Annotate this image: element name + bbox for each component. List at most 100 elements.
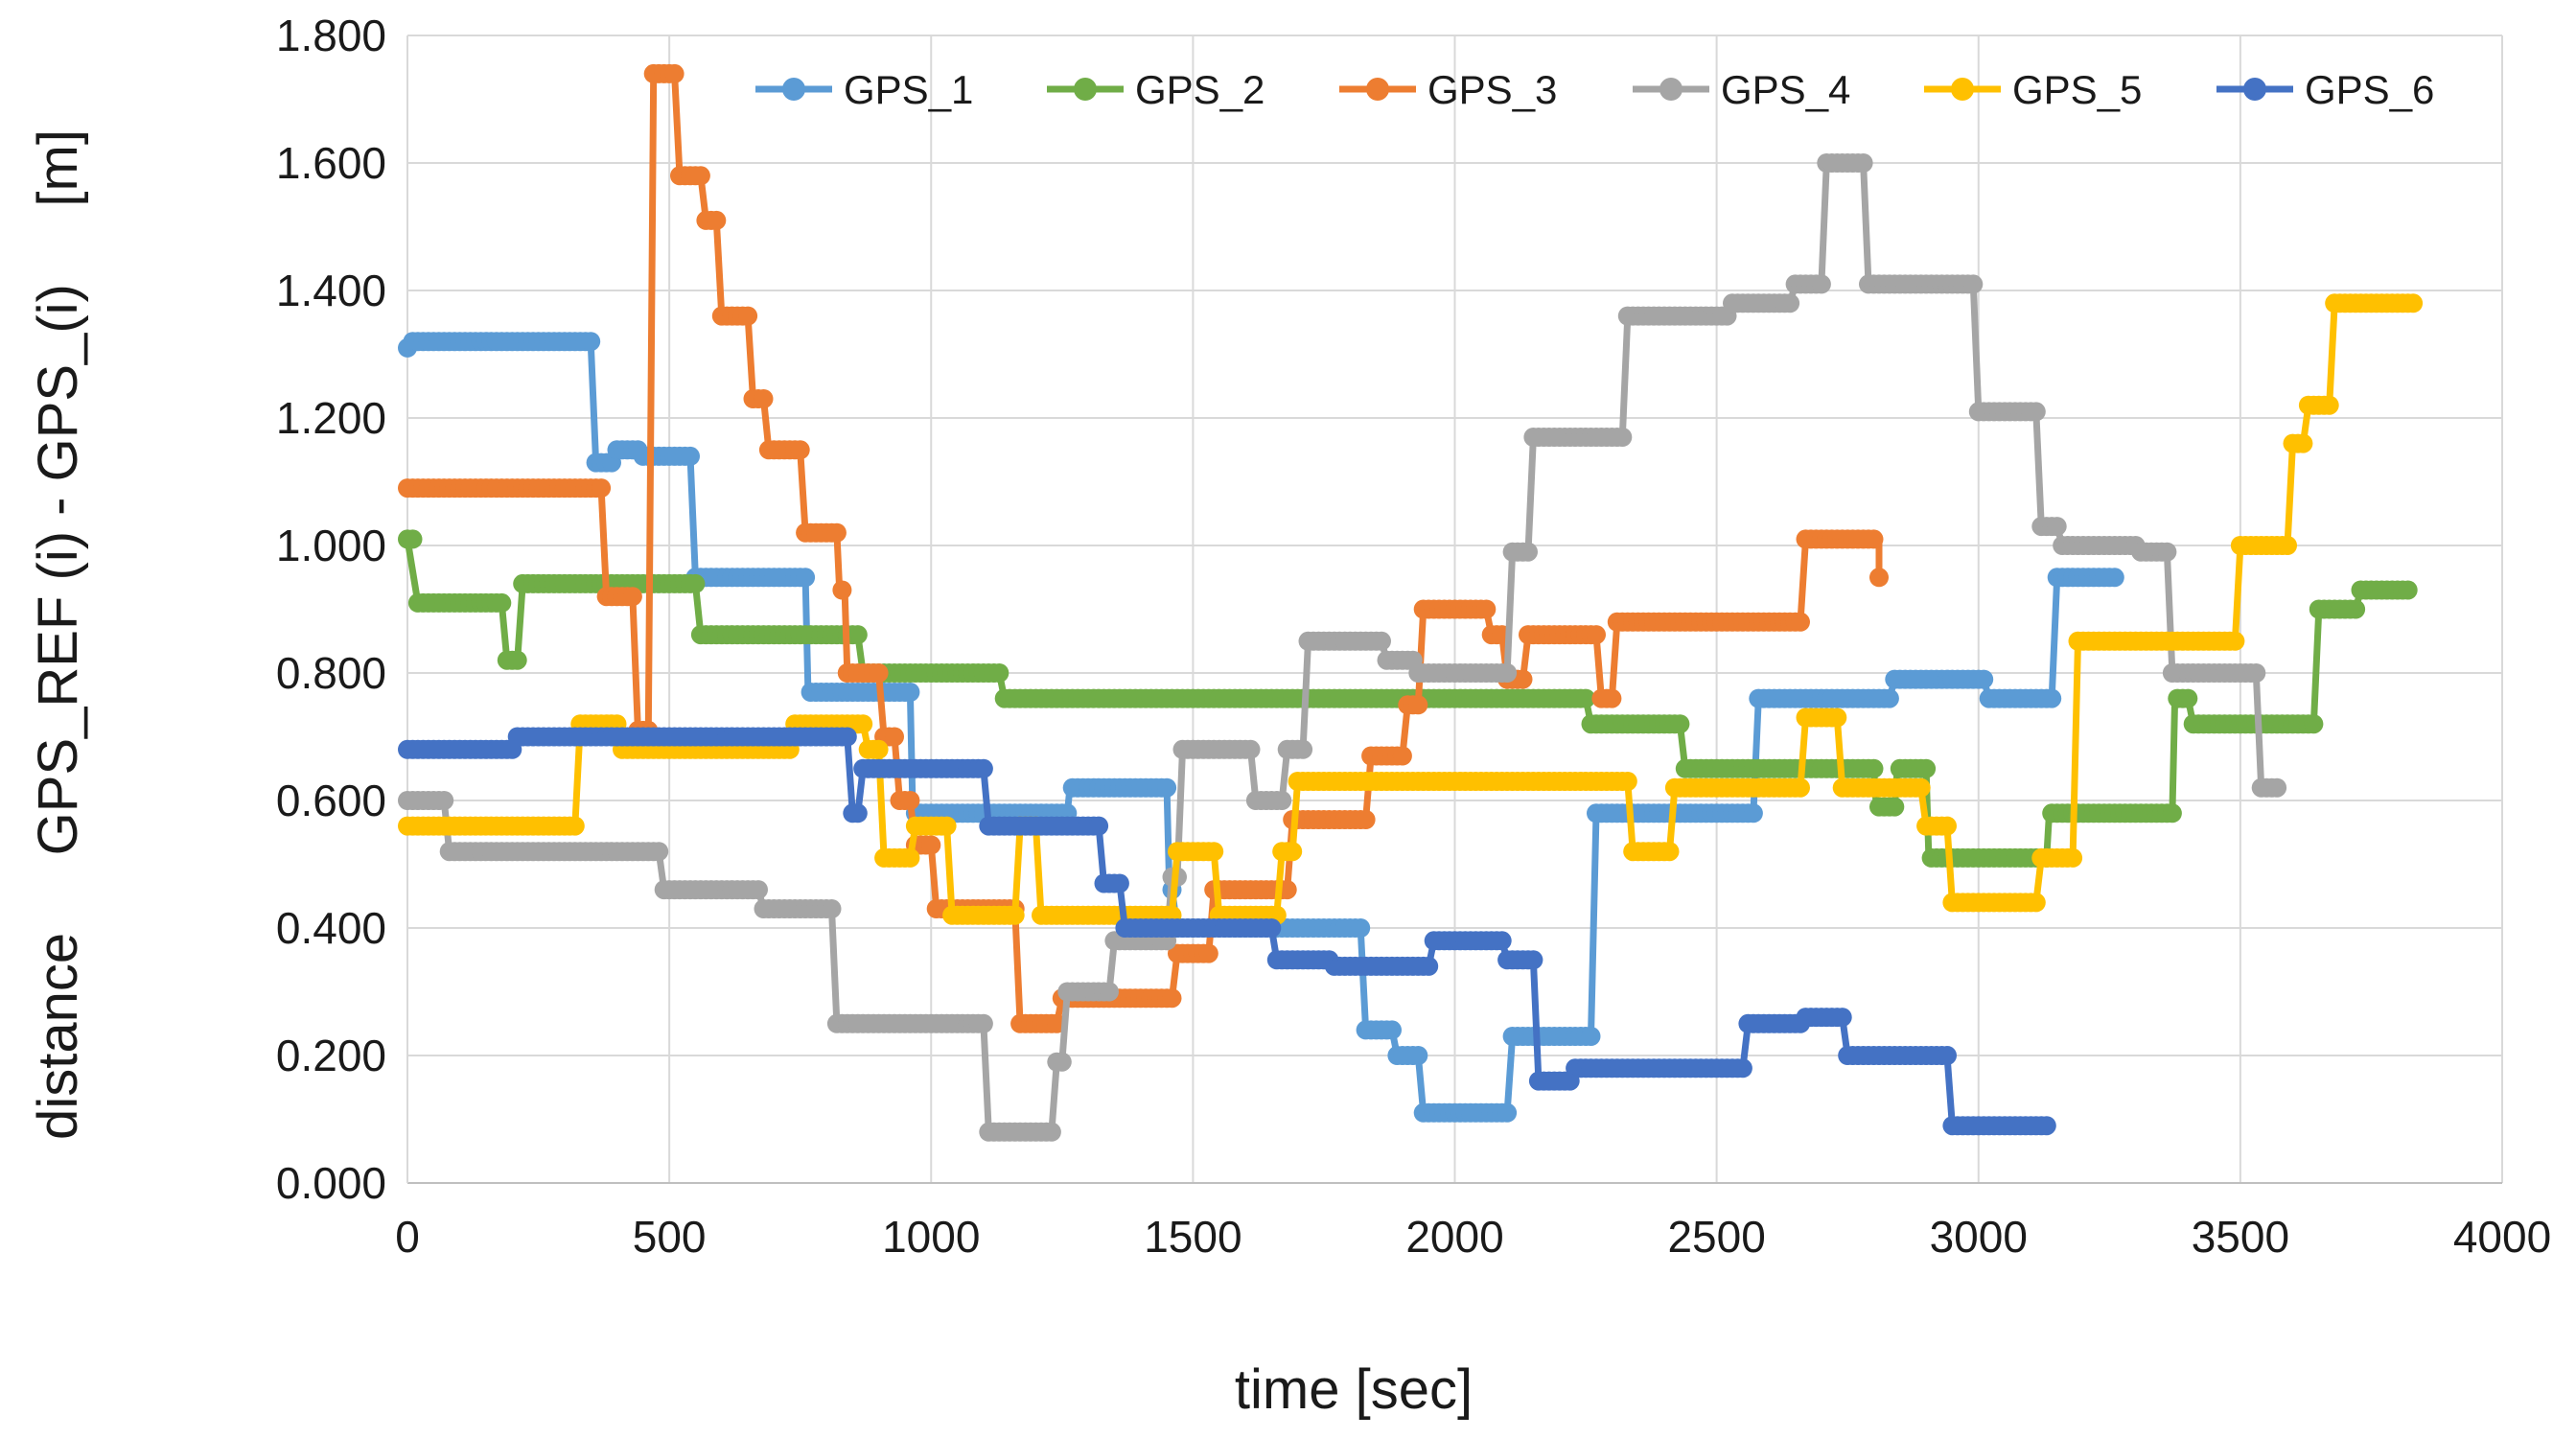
y-tick-label: 0.600	[276, 776, 386, 825]
data-point	[937, 816, 957, 836]
axes	[406, 35, 2502, 1184]
data-point	[1157, 777, 1177, 798]
data-point	[1492, 931, 1512, 951]
series-line-gps-5	[404, 299, 2417, 919]
data-point	[2304, 714, 2324, 734]
data-point	[434, 791, 454, 810]
data-point	[749, 880, 768, 900]
data-point	[1241, 739, 1261, 759]
y-tick-label: 0.400	[276, 903, 386, 953]
data-point	[1587, 625, 1606, 645]
data-point	[1832, 1008, 1852, 1028]
legend-label: GPS_5	[2012, 67, 2142, 112]
data-point	[1602, 688, 1622, 708]
data-point	[1938, 816, 1957, 836]
data-point	[900, 847, 920, 868]
data-point	[2047, 517, 2067, 537]
data-point	[1382, 1020, 1402, 1040]
data-point	[790, 440, 810, 460]
data-point	[1974, 669, 1994, 689]
data-point	[2162, 803, 2182, 823]
data-point	[1617, 772, 1637, 791]
data-point	[847, 803, 868, 823]
y-axis-title: distance GPS_REF (i) - GPS_(i) [m]	[27, 129, 89, 1140]
data-point	[738, 306, 758, 326]
data-point	[989, 663, 1010, 683]
legend-swatch-marker	[1074, 78, 1097, 101]
data-point	[2178, 688, 2198, 708]
y-tick-label: 1.600	[276, 138, 386, 188]
legend-swatch-marker	[2243, 78, 2266, 101]
y-tick-label: 1.800	[276, 11, 386, 60]
data-point	[853, 714, 873, 734]
data-point	[1356, 810, 1376, 829]
series-line-gps-3	[404, 70, 1883, 1028]
data-point	[1811, 274, 1831, 294]
series-markers-gps-2	[398, 529, 2418, 868]
data-point	[2104, 568, 2124, 588]
data-point	[900, 683, 920, 702]
y-tick-label: 0.800	[276, 648, 386, 698]
series-gps-5	[398, 293, 2424, 925]
x-tick-label: 3000	[1930, 1212, 2028, 1262]
data-point	[1497, 1102, 1518, 1123]
data-point	[826, 522, 847, 543]
data-point	[664, 63, 685, 83]
series-gps-2	[398, 529, 2418, 868]
data-point	[507, 650, 527, 670]
data-point	[1109, 873, 1129, 893]
data-point	[2026, 893, 2046, 913]
y-tick-label: 0.200	[276, 1031, 386, 1080]
data-point	[796, 568, 816, 588]
data-point	[1732, 1058, 1752, 1078]
legend-label: GPS_1	[844, 67, 973, 112]
data-point	[1497, 663, 1518, 683]
data-point	[2157, 542, 2177, 562]
data-point	[837, 727, 857, 747]
data-point	[1963, 274, 1984, 294]
data-point	[690, 166, 710, 186]
data-point	[885, 727, 904, 747]
series-markers-gps-4	[398, 153, 2287, 1142]
x-tick-label: 2000	[1405, 1212, 1503, 1262]
data-point	[1938, 1046, 1957, 1065]
data-point	[2036, 1116, 2056, 1136]
data-point	[1864, 758, 1884, 778]
data-point	[832, 580, 852, 600]
data-point	[822, 899, 842, 918]
legend-label: GPS_2	[1135, 67, 1265, 112]
data-point	[1372, 631, 1391, 651]
data-point	[2398, 580, 2418, 600]
data-point	[1864, 529, 1884, 549]
data-point	[1791, 612, 1810, 632]
data-point	[1100, 982, 1119, 1002]
series-markers-gps-3	[398, 63, 1889, 1033]
legend-item-gps-5: GPS_5	[1924, 67, 2142, 112]
data-point	[1392, 746, 1412, 766]
x-tick-label: 4000	[2453, 1212, 2551, 1262]
legend-item-gps-3: GPS_3	[1339, 67, 1557, 112]
x-tick-label: 3500	[2192, 1212, 2289, 1262]
data-point	[2346, 599, 2366, 619]
data-point	[2293, 433, 2313, 453]
x-axis-title: time [sec]	[1235, 1358, 1473, 1421]
series-markers-gps-6	[398, 727, 2056, 1136]
data-point	[1670, 714, 1690, 734]
data-point	[1659, 842, 1680, 862]
tick-labels: 0.000 0.200 0.400 0.600 0.800 1.000 1.200 1.400…	[276, 11, 2551, 1262]
data-point	[565, 816, 585, 836]
plot-series	[398, 63, 2424, 1142]
legend-item-gps-1: GPS_1	[755, 67, 973, 112]
data-point	[2319, 395, 2339, 415]
data-point	[973, 758, 993, 778]
data-point	[869, 739, 889, 759]
data-point	[1581, 1027, 1601, 1046]
data-point	[2403, 293, 2424, 313]
y-tick-label: 0.000	[276, 1158, 386, 1208]
data-point	[1613, 428, 1633, 447]
legend: GPS_1 GPS_2 GPS_3 GPS_4 GPS_5 GPS_6	[755, 67, 2434, 112]
data-point	[403, 529, 423, 549]
data-point	[1869, 568, 1889, 588]
data-point	[1879, 688, 1899, 708]
y-tick-label: 1.200	[276, 393, 386, 443]
